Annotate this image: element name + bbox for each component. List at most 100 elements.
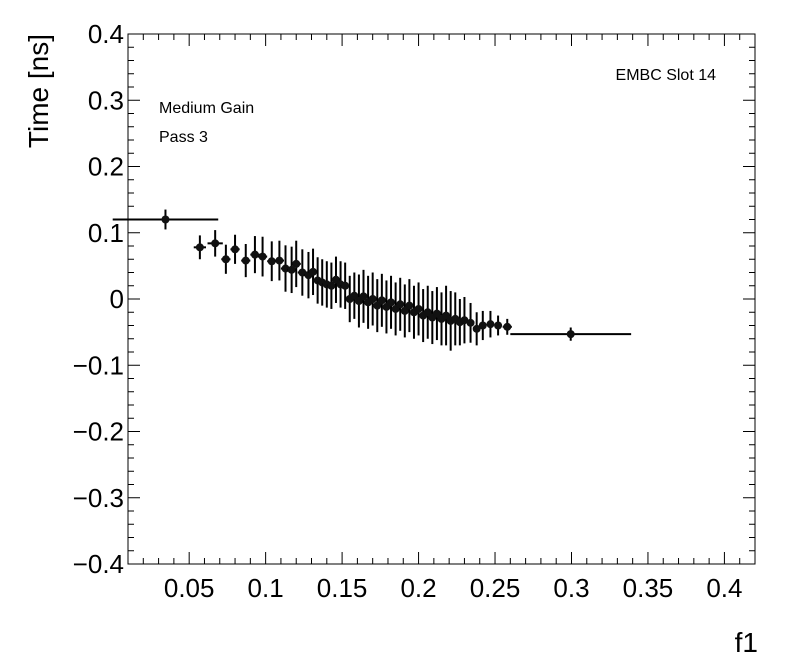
data-marker	[472, 324, 481, 333]
data-marker	[432, 309, 441, 318]
data-points-group	[112, 209, 632, 351]
data-point	[287, 246, 297, 294]
data-point	[193, 235, 206, 260]
x-tick-label: 0.25	[470, 573, 521, 603]
data-marker	[466, 318, 475, 327]
data-marker	[161, 215, 170, 224]
data-point	[359, 269, 368, 323]
data-point	[442, 285, 451, 346]
data-point	[510, 327, 632, 341]
data-point	[340, 262, 350, 309]
x-tick-label: 0.05	[164, 573, 215, 603]
data-marker	[292, 259, 301, 268]
data-point	[291, 240, 301, 288]
data-marker	[211, 239, 220, 248]
data-marker	[478, 321, 487, 330]
data-marker	[405, 301, 414, 310]
x-tick-label: 0.35	[623, 573, 674, 603]
y-tick-label: 0.4	[88, 19, 124, 49]
data-marker	[241, 256, 250, 265]
data-point	[350, 272, 359, 319]
data-point	[387, 275, 396, 329]
data-marker	[359, 292, 368, 301]
y-axis-title: Time [ns]	[23, 34, 54, 148]
y-tick-label: 0.2	[88, 152, 124, 182]
data-marker	[460, 316, 469, 325]
data-point	[494, 315, 503, 336]
data-point	[335, 261, 346, 308]
data-point	[308, 248, 318, 296]
data-point	[502, 318, 512, 335]
data-point	[257, 236, 268, 277]
y-tick-label: 0.3	[88, 85, 124, 115]
data-point	[466, 302, 475, 343]
data-marker	[287, 265, 296, 274]
data-marker	[309, 267, 318, 276]
data-marker	[350, 291, 359, 300]
data-marker	[566, 330, 575, 339]
data-marker	[231, 245, 240, 254]
data-point	[460, 297, 469, 344]
data-marker	[368, 295, 377, 303]
x-tick-label: 0.2	[400, 573, 436, 603]
y-tick-label: 0.1	[88, 218, 124, 248]
data-point	[423, 285, 432, 339]
y-tick-label: −0.1	[73, 350, 124, 380]
data-point	[368, 272, 377, 326]
x-tick-labels-group: 0.05 0.1 0.15 0.2 0.25 0.3 0.35 0.4	[164, 573, 743, 603]
y-tick-label: −0.2	[73, 417, 124, 447]
y-tick-label: −0.3	[73, 483, 124, 513]
data-marker	[423, 308, 432, 317]
pass-annotation: Pass 3	[159, 129, 208, 146]
data-point	[486, 310, 495, 338]
x-tick-label: 0.15	[317, 573, 368, 603]
data-marker	[503, 322, 512, 331]
data-point	[451, 292, 460, 346]
data-point	[414, 282, 423, 336]
data-point	[230, 234, 240, 264]
data-marker	[373, 301, 382, 310]
data-marker	[387, 298, 396, 307]
data-point	[250, 236, 260, 274]
y-tick-label: 0	[110, 284, 124, 314]
data-point	[400, 284, 409, 338]
data-marker	[414, 304, 423, 313]
data-point	[274, 240, 284, 281]
data-marker	[442, 311, 451, 320]
data-marker	[275, 256, 284, 265]
x-tick-label: 0.1	[248, 573, 284, 603]
data-marker	[327, 281, 336, 290]
data-point	[326, 262, 336, 309]
data-point	[207, 230, 223, 257]
data-marker	[377, 296, 386, 305]
data-marker	[250, 250, 259, 259]
data-point	[221, 244, 231, 274]
gain-annotation: Medium Gain	[159, 100, 254, 117]
data-marker	[195, 243, 204, 252]
y-tick-label: −0.4	[73, 549, 124, 579]
data-marker	[396, 300, 405, 309]
data-point	[472, 312, 481, 346]
slot-annotation: EMBC Slot 14	[616, 67, 717, 84]
data-marker	[221, 255, 230, 264]
axis-ticks-group	[128, 33, 755, 565]
data-marker	[267, 257, 276, 266]
data-point	[396, 277, 405, 331]
data-marker	[486, 320, 495, 329]
x-tick-label: 0.3	[553, 573, 589, 603]
data-marker	[494, 321, 503, 330]
data-marker	[341, 281, 350, 290]
data-point	[241, 244, 251, 278]
data-point	[478, 310, 487, 341]
x-axis-title: f1	[735, 627, 758, 658]
data-point	[377, 273, 386, 327]
y-tick-labels-group: −0.4 −0.3 −0.2 −0.1 0 0.1 0.2 0.3 0.4	[73, 19, 124, 579]
data-point	[432, 287, 441, 341]
data-marker	[400, 306, 409, 315]
data-marker	[258, 252, 267, 261]
data-point	[405, 279, 414, 333]
data-point	[373, 279, 382, 333]
data-point	[112, 209, 219, 230]
x-tick-label: 0.4	[706, 573, 742, 603]
